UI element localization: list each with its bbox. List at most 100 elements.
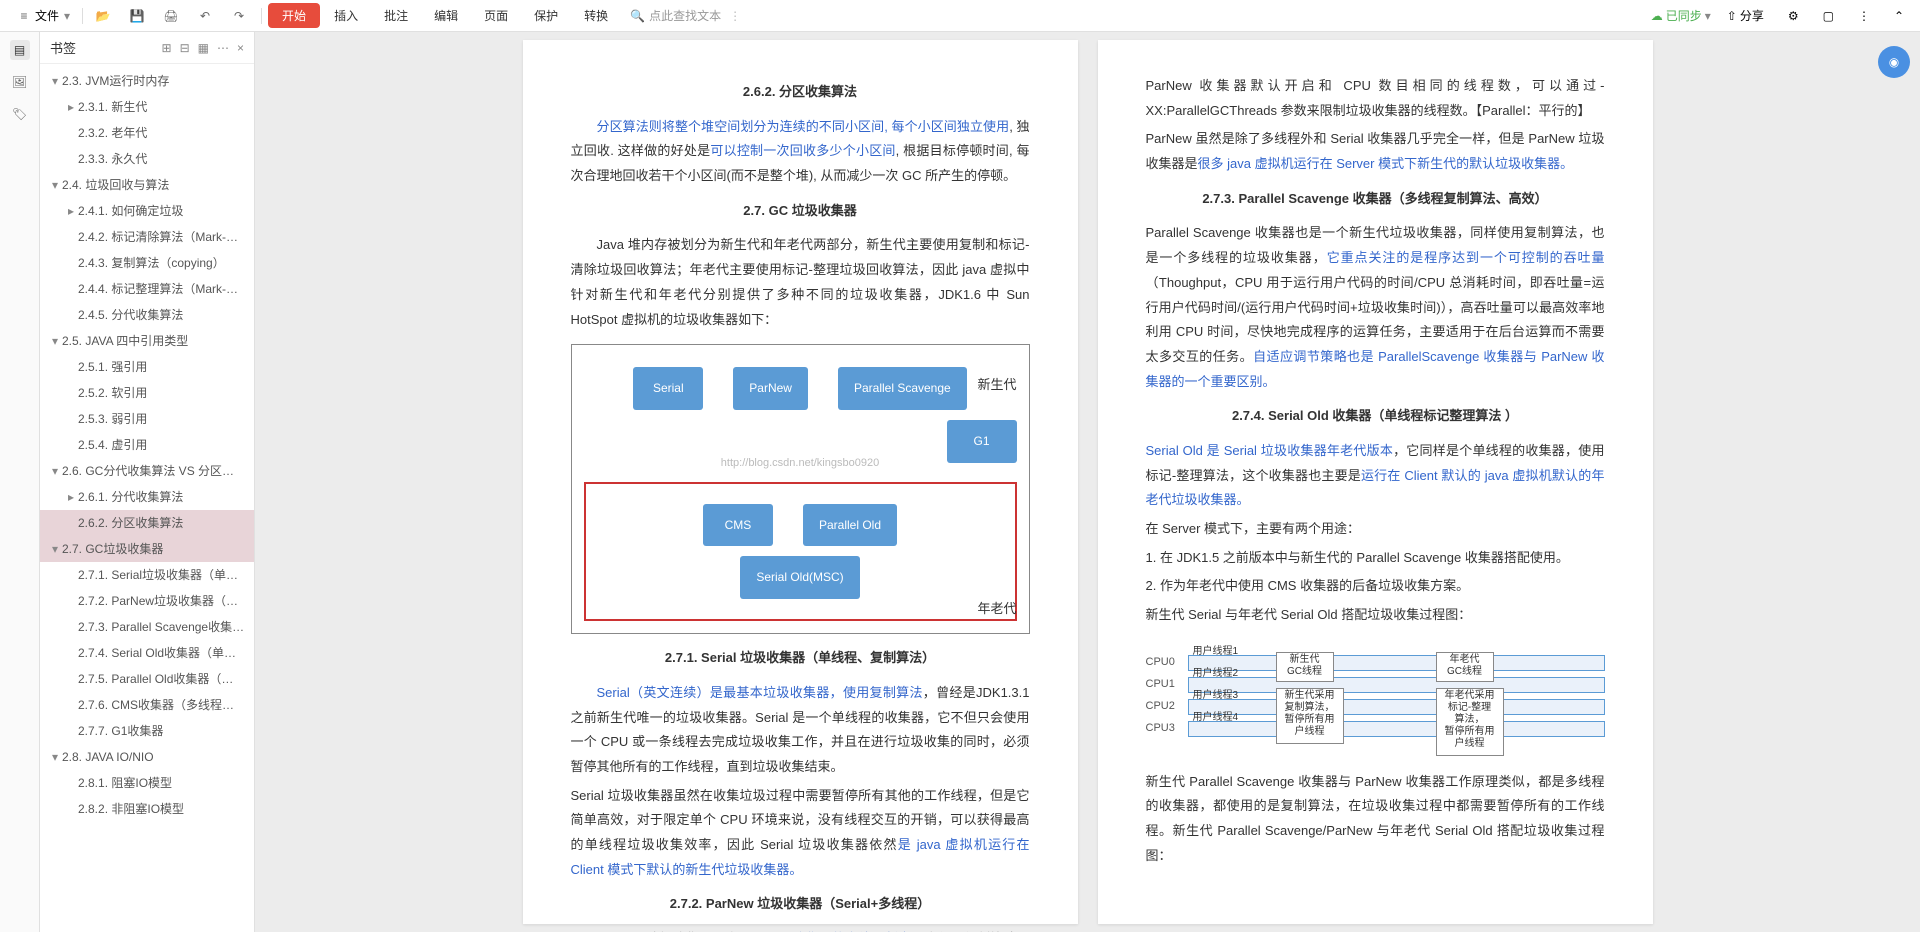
outline-item[interactable]: 2.4.2. 标记清除算法（Mark-Sw…: [40, 224, 254, 250]
outline-item[interactable]: 2.4.3. 复制算法（copying）: [40, 250, 254, 276]
user-thread-label: 用户线程2: [1193, 664, 1239, 683]
outline-item[interactable]: ▾2.8. JAVA IO/NIO: [40, 744, 254, 770]
outline-item[interactable]: 2.5.3. 弱引用: [40, 406, 254, 432]
outline-item[interactable]: 2.7.2. ParNew垃圾收集器（Se…: [40, 588, 254, 614]
thread-bar: 用户线程1: [1188, 655, 1605, 671]
bookmarks-sidebar: 书签 ⊞ ⊟ ▦ ⋯ × ▾2.3. JVM运行时内存▸2.3.1. 新生代2.…: [40, 32, 255, 932]
square-icon: ▢: [1823, 9, 1834, 23]
outline-item[interactable]: ▸2.6.1. 分代收集算法: [40, 484, 254, 510]
outline-item[interactable]: 2.7.5. Parallel Old收集器（…: [40, 666, 254, 692]
cpu-label: CPU3: [1146, 718, 1188, 739]
save-button[interactable]: 💾: [121, 4, 153, 28]
serial-old-box: Serial Old(MSC): [740, 556, 859, 599]
para-271b: Serial 垃圾收集器虽然在收集垃圾过程中需要暂停所有其他的工作线程，但是它简…: [571, 784, 1030, 883]
outline-item[interactable]: 2.4.4. 标记整理算法（Mark-Com…: [40, 276, 254, 302]
print-icon: 🖨: [163, 8, 179, 24]
old-gen-group: CMS Parallel Old Serial Old(MSC) 年老代: [584, 482, 1017, 622]
more-button[interactable]: ▢: [1815, 5, 1842, 27]
chevron-down-icon: ▾: [1705, 9, 1711, 23]
search-box[interactable]: 🔍点此查找文本⋮: [630, 7, 741, 24]
outline-item[interactable]: ▾2.6. GC分代收集算法 VS 分区收…: [40, 458, 254, 484]
parallel-old-box: Parallel Old: [803, 504, 897, 547]
young-gen-row: Serial ParNew Parallel Scavenge: [584, 367, 1017, 410]
tab-start[interactable]: 开始: [268, 3, 320, 28]
tab-protect[interactable]: 保护: [522, 3, 570, 28]
link-text: 可以控制一次回收多少个小区间: [710, 143, 895, 158]
sync-status[interactable]: ☁已同步▾: [1651, 7, 1711, 24]
menu-button[interactable]: ≡文件▾: [8, 3, 78, 28]
add-bookmark-icon[interactable]: ⊞: [162, 41, 172, 55]
outline-item[interactable]: 2.8.2. 非阻塞IO模型: [40, 796, 254, 822]
kebab-button[interactable]: ⋮: [1850, 5, 1878, 27]
collapse-icon[interactable]: ⊟: [180, 41, 190, 55]
heading-271: 2.7.1. Serial 垃圾收集器（单线程、复制算法）: [571, 646, 1030, 671]
redo-button[interactable]: ↷: [223, 4, 255, 28]
outline-item[interactable]: 2.5.4. 虚引用: [40, 432, 254, 458]
divider: [261, 8, 262, 24]
menu-icon: ≡: [16, 8, 32, 24]
parnew-box: ParNew: [733, 367, 808, 410]
outline-item[interactable]: ▾2.4. 垃圾回收与算法: [40, 172, 254, 198]
thread-bar: 用户线程4: [1188, 721, 1605, 737]
sidebar-tools: ⊞ ⊟ ▦ ⋯ ×: [162, 41, 244, 55]
outline-item[interactable]: 2.7.4. Serial Old收集器（单…: [40, 640, 254, 666]
open-button[interactable]: 📂: [87, 4, 119, 28]
tag-icon[interactable]: 🏷: [10, 104, 30, 124]
tab-insert[interactable]: 插入: [322, 3, 370, 28]
heading-274: 2.7.4. Serial Old 收集器（单线程标记整理算法 ）: [1146, 404, 1605, 429]
more-icon: ⋮: [729, 9, 741, 23]
expand-button[interactable]: ⌃: [1886, 5, 1912, 27]
float-assistant-icon[interactable]: ◉: [1878, 46, 1910, 78]
outline-item[interactable]: ▾2.5. JAVA 四中引用类型: [40, 328, 254, 354]
outline-item[interactable]: 2.5.1. 强引用: [40, 354, 254, 380]
chevron-down-icon: ▾: [64, 9, 70, 23]
para-271a: Serial（英文连续）是最基本垃圾收集器，使用复制算法，曾经是JDK1.3.1…: [571, 681, 1030, 780]
tab-annotate[interactable]: 批注: [372, 3, 420, 28]
thread-timeline-diagram: CPU0用户线程1CPU1用户线程2CPU2用户线程3CPU3用户线程4 新生代…: [1146, 638, 1605, 740]
gear-icon: ⚙: [1788, 9, 1799, 23]
expand-all-icon[interactable]: ▦: [198, 41, 209, 55]
cpu-label: CPU2: [1146, 696, 1188, 717]
bookmark-icon[interactable]: ▤: [10, 40, 30, 60]
old-gc-block: 年老代GC线程: [1436, 652, 1494, 682]
user-thread-label: 用户线程3: [1193, 686, 1239, 705]
outline-item[interactable]: ▸2.4.1. 如何确定垃圾: [40, 198, 254, 224]
outline-item[interactable]: 2.7.3. Parallel Scavenge收集…: [40, 614, 254, 640]
share-icon: ⇧: [1727, 9, 1737, 23]
outline-item[interactable]: ▸2.3.1. 新生代: [40, 94, 254, 120]
thread-row: CPU3用户线程4: [1146, 718, 1605, 740]
outline-item[interactable]: 2.7.1. Serial垃圾收集器（单…: [40, 562, 254, 588]
more-icon[interactable]: ⋯: [217, 41, 229, 55]
heading-273: 2.7.3. Parallel Scavenge 收集器（多线程复制算法、高效）: [1146, 187, 1605, 212]
image-icon[interactable]: 🖼: [10, 72, 30, 92]
tab-convert[interactable]: 转换: [572, 3, 620, 28]
sidebar-header: 书签 ⊞ ⊟ ▦ ⋯ ×: [40, 32, 254, 64]
parallel-scavenge-box: Parallel Scavenge: [838, 367, 967, 410]
search-placeholder: 点此查找文本: [649, 7, 721, 24]
settings-button[interactable]: ⚙: [1780, 5, 1807, 27]
outline-item[interactable]: 2.7.6. CMS收集器（多线程标记…: [40, 692, 254, 718]
share-button[interactable]: ⇧分享: [1719, 3, 1772, 28]
tab-page[interactable]: 页面: [472, 3, 520, 28]
undo-button[interactable]: ↶: [189, 4, 221, 28]
heading-262: 2.6.2. 分区收集算法: [571, 80, 1030, 105]
outline-item[interactable]: 2.5.2. 软引用: [40, 380, 254, 406]
close-icon[interactable]: ×: [237, 41, 244, 55]
print-button[interactable]: 🖨: [155, 4, 187, 28]
kebab-icon: ⋮: [1858, 9, 1870, 23]
tab-edit[interactable]: 编辑: [422, 3, 470, 28]
outline-item[interactable]: 2.3.3. 永久代: [40, 146, 254, 172]
link-text: Serial（英文连续）是最基本垃圾收集器，使用复制算法: [597, 685, 923, 700]
document-area[interactable]: 2.6.2. 分区收集算法 分区算法则将整个堆空间划分为连续的不同小区间, 每个…: [255, 32, 1920, 932]
outline-item[interactable]: ▾2.3. JVM运行时内存: [40, 68, 254, 94]
para-274c: 新生代 Serial 与年老代 Serial Old 搭配垃圾收集过程图：: [1146, 603, 1605, 628]
outline-item[interactable]: 2.4.5. 分代收集算法: [40, 302, 254, 328]
outline-item[interactable]: 2.7.7. G1收集器: [40, 718, 254, 744]
outline-item[interactable]: 2.6.2. 分区收集算法: [40, 510, 254, 536]
outline-item[interactable]: 2.3.2. 老年代: [40, 120, 254, 146]
outline-item[interactable]: 2.8.1. 阻塞IO模型: [40, 770, 254, 796]
page-left: 2.6.2. 分区收集算法 分区算法则将整个堆空间划分为连续的不同小区间, 每个…: [523, 40, 1078, 924]
list-item: 1. 在 JDK1.5 之前版本中与新生代的 Parallel Scavenge…: [1146, 546, 1605, 571]
redo-icon: ↷: [231, 8, 247, 24]
outline-item[interactable]: ▾2.7. GC垃圾收集器: [40, 536, 254, 562]
